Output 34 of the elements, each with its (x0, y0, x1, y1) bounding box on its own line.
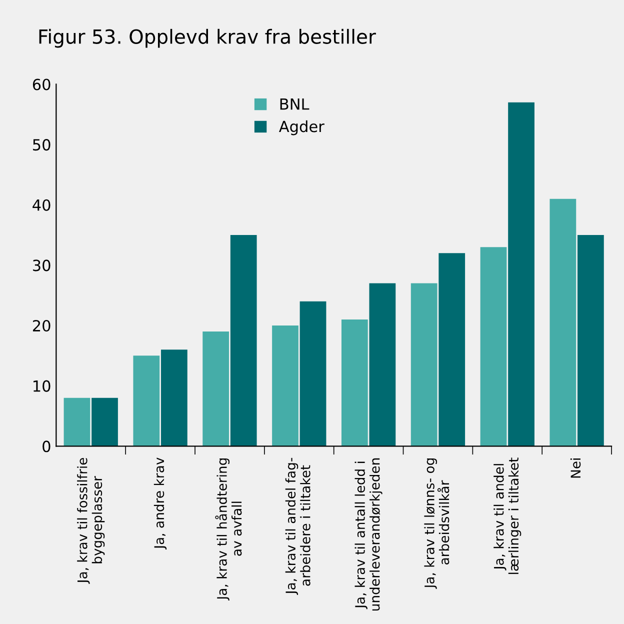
bar (508, 102, 534, 446)
x-tick-label: Ja, andre krav (154, 458, 167, 550)
bar (92, 398, 118, 446)
bar (341, 319, 368, 446)
chart-title: Figur 53. Opplevd krav fra bestiller (39, 28, 376, 48)
bar (133, 356, 160, 446)
x-tick-label: Ja, krav til andel lærlinger i tiltaket (494, 458, 522, 574)
x-tick-label: Ja, krav til håndtering av avfall (215, 458, 242, 600)
bar (160, 350, 188, 446)
bar (300, 301, 326, 446)
legend-label: BNL (280, 98, 310, 110)
x-tick-label: Ja, krav til lønns- og arbeidsvilkår (424, 458, 450, 589)
bar (64, 398, 90, 446)
bar (202, 332, 230, 446)
bar (550, 198, 576, 446)
y-tick-label: 40 (32, 199, 50, 211)
bar (272, 326, 298, 446)
bar (438, 253, 466, 446)
x-tick-label: Ja, krav til fossilfrie byggeplasser (77, 458, 105, 584)
bar (369, 283, 396, 446)
x-tick-label: Ja, krav til andel fag- arbeidere i tiltaket (285, 458, 310, 595)
bar (230, 235, 257, 446)
x-tick-label: Ja, krav til antall ledd i underleverandørkjeden (354, 458, 382, 611)
y-tick-label: 10 (34, 380, 50, 392)
y-tick-label: 30 (33, 260, 50, 272)
legend-label: Agder (278, 120, 324, 136)
y-tick-label: 0 (42, 440, 50, 452)
y-tick-label: 50 (33, 139, 50, 151)
bar (578, 235, 604, 446)
y-tick-label: 20 (32, 320, 50, 332)
x-tick-label: Nei (570, 458, 581, 478)
y-tick-label: 60 (32, 78, 50, 90)
bar (480, 247, 507, 446)
bar (410, 283, 438, 446)
